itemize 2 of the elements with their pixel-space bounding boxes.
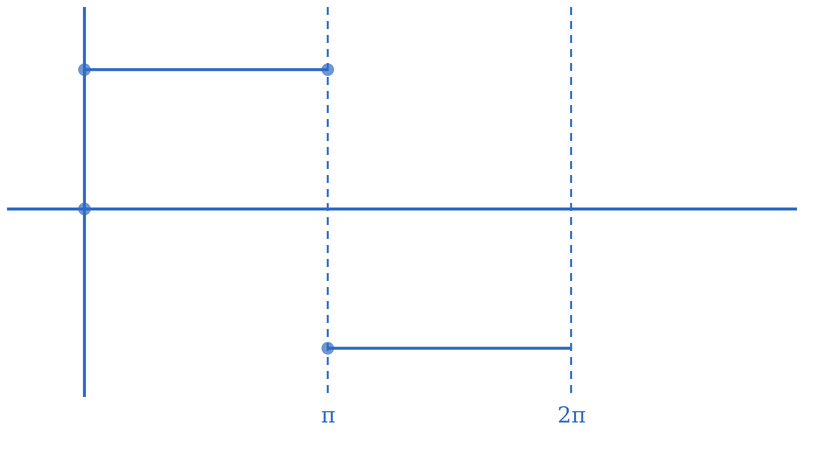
x-tick-label: 2π bbox=[557, 404, 586, 428]
x-tick-label: π bbox=[321, 404, 336, 428]
